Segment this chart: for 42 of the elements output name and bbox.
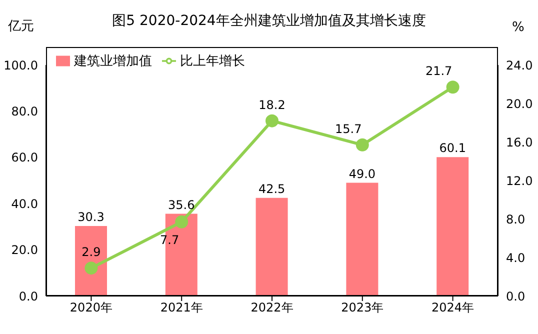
y-tick-label: 100.0 <box>4 58 38 72</box>
point <box>175 215 188 228</box>
point <box>266 114 278 128</box>
data-label: 21.7 <box>425 64 452 78</box>
point <box>84 262 98 275</box>
bar <box>256 198 288 296</box>
bar <box>75 226 107 296</box>
data-label: 15.7 <box>335 122 362 136</box>
y-tick-label: 0.0 <box>18 289 38 304</box>
data-label: 35.6 <box>168 198 195 212</box>
y2-tick-label: 0.0 <box>506 289 526 304</box>
y2-axis-title: % <box>512 20 524 35</box>
y2-tick-label: 8.0 <box>506 212 526 226</box>
y2-tick-label: 16.0 <box>506 135 533 150</box>
data-label: 30.3 <box>78 210 104 224</box>
x-tick-label: 2023年 <box>341 300 384 315</box>
x-tick-label: 2022年 <box>250 300 294 315</box>
point <box>356 138 369 152</box>
chart-title: 图5 2020-2024年全州建筑业增加值及其增长速度 <box>112 13 426 29</box>
data-label: 60.1 <box>439 141 466 156</box>
bar <box>436 157 469 296</box>
data-label: 42.5 <box>258 182 286 196</box>
data-label: 2.9 <box>82 245 101 260</box>
x-tick-label: 2021年 <box>160 300 203 315</box>
y-tick-label: 40.0 <box>11 196 38 211</box>
data-label: 49.0 <box>348 166 376 181</box>
y2-tick-label: 12.0 <box>506 174 533 188</box>
legend-label: 建筑业增加值 <box>74 54 152 69</box>
y-tick-label: 20.0 <box>11 243 38 258</box>
data-label: 18.2 <box>258 98 286 112</box>
x-tick-label: 2020年 <box>70 300 112 315</box>
legend-label: 比上年增长 <box>180 54 245 69</box>
point <box>446 80 460 94</box>
y2-tick-label: 4.0 <box>506 250 526 265</box>
y-axis-title: 亿元 <box>8 18 34 35</box>
bar <box>346 182 378 296</box>
y-tick-label: 80.0 <box>11 104 38 118</box>
y2-tick-label: 20.0 <box>506 96 533 111</box>
y-tick-label: 60.0 <box>11 150 38 165</box>
x-tick-label: 2024年 <box>432 300 474 315</box>
y2-tick-label: 24.0 <box>506 58 533 72</box>
data-label: 7.7 <box>160 232 180 247</box>
